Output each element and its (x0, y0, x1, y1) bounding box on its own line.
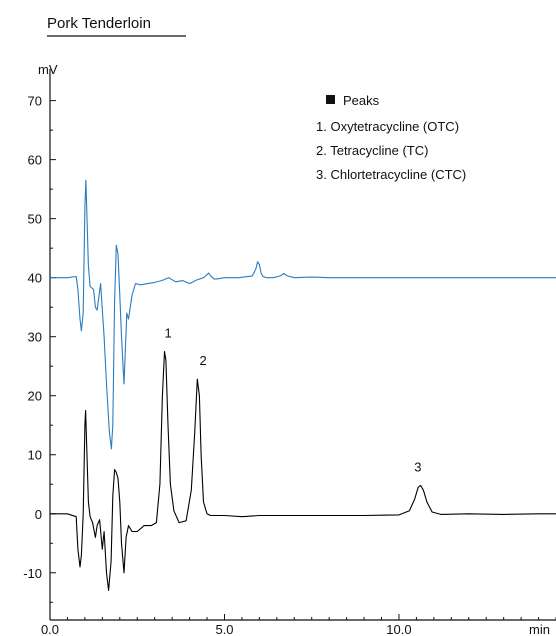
peak-label-1: 1 (165, 325, 172, 340)
x-tick-label: 0.0 (41, 622, 59, 636)
legend: Peaks 1. Oxytetracycline (OTC) 2. Tetrac… (316, 93, 466, 182)
axes: -10 0 10 20 30 40 50 60 70 0.0 5.0 10.0 (23, 69, 556, 636)
legend-title: Peaks (343, 93, 380, 108)
spiked-sample-trace (50, 179, 556, 450)
peak-label-2: 2 (199, 353, 206, 368)
y-tick-label: 70 (28, 94, 42, 109)
legend-entry-tc: 2. Tetracycline (TC) (316, 143, 428, 158)
y-axis-label: mV (38, 62, 58, 77)
peak-label-3: 3 (414, 459, 421, 474)
legend-marker (326, 95, 335, 104)
y-tick-label: -10 (23, 566, 42, 581)
x-tick-label: 5.0 (215, 622, 233, 636)
y-tick-label: 10 (28, 448, 42, 463)
x-tick-label: 10.0 (386, 622, 411, 636)
x-axis-label: min (529, 622, 550, 636)
legend-entry-ctc: 3. Chlortetracycline (CTC) (316, 167, 466, 182)
peak-labels: 1 2 3 (165, 325, 422, 474)
legend-entry-otc: 1. Oxytetracycline (OTC) (316, 119, 459, 134)
chart-title: Pork Tenderloin (47, 15, 151, 32)
y-tick-label: 20 (28, 389, 42, 404)
y-tick-label: 0 (35, 507, 42, 522)
sample-trace (50, 350, 556, 592)
y-tick-label: 30 (28, 330, 42, 345)
y-tick-label: 50 (28, 212, 42, 227)
series-lines (50, 179, 556, 592)
y-tick-label: 60 (28, 153, 42, 168)
y-tick-label: 40 (28, 271, 42, 286)
